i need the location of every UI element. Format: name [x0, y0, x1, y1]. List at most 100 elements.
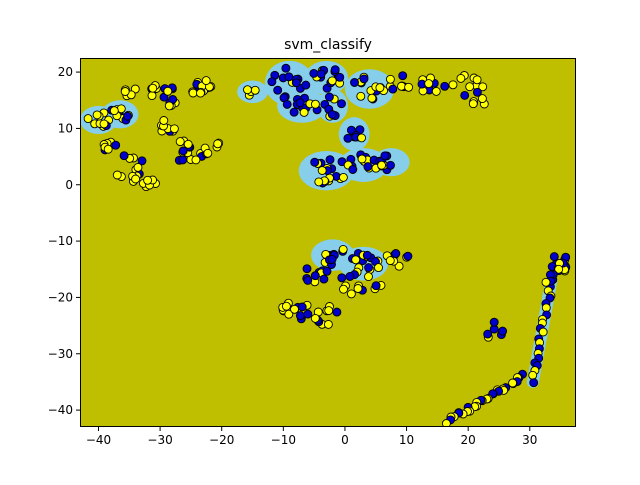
- data-point-class-b: [472, 75, 482, 85]
- data-point-class-b: [196, 88, 205, 98]
- data-point-class-b: [351, 255, 361, 265]
- data-point-class-b: [478, 82, 488, 92]
- data-point-class-b: [364, 272, 373, 282]
- data-point-class-b: [281, 301, 291, 311]
- data-point-class-a: [388, 84, 398, 94]
- data-point-class-b: [188, 88, 198, 98]
- data-point-class-b: [131, 174, 141, 184]
- data-point-class-b: [109, 106, 119, 116]
- data-point-class-a: [348, 165, 358, 174]
- data-point-class-b: [554, 264, 564, 274]
- data-point-class-b: [327, 76, 337, 86]
- data-point-class-a: [460, 90, 470, 100]
- data-point-class-a: [371, 281, 381, 291]
- data-point-class-a: [549, 252, 559, 262]
- data-point-class-b: [385, 256, 395, 266]
- data-point-class-b: [338, 244, 348, 254]
- data-point-class-a: [335, 72, 345, 82]
- data-point-class-a: [350, 78, 359, 87]
- data-point-class-b: [538, 327, 548, 337]
- data-point-class-b: [169, 124, 179, 134]
- data-point-class-a: [267, 77, 277, 87]
- data-point-class-b: [324, 306, 334, 316]
- data-point-class-a: [111, 140, 121, 150]
- data-point-class-b: [356, 91, 366, 101]
- data-point-class-a: [123, 111, 133, 121]
- data-point-class-b: [310, 313, 320, 323]
- data-point-class-b: [310, 99, 320, 109]
- data-point-class-a: [380, 151, 390, 161]
- data-point-class-b: [357, 133, 367, 143]
- data-point-class-a: [303, 309, 313, 319]
- data-point-class-b: [404, 82, 414, 92]
- data-point-class-b: [374, 263, 383, 273]
- data-point-class-a: [291, 78, 301, 88]
- y-tick-label: 10: [58, 121, 73, 135]
- data-point-class-b: [92, 110, 102, 120]
- y-tick-label: −40: [48, 403, 73, 417]
- data-point-class-a: [297, 302, 307, 312]
- data-point-class-b: [448, 80, 458, 90]
- data-point-class-a: [327, 254, 337, 264]
- data-point-class-b: [213, 139, 223, 149]
- data-point-class-a: [310, 271, 320, 281]
- data-point-class-b: [377, 160, 387, 170]
- data-point-class-a: [489, 317, 499, 327]
- chart-title: svm_classify: [284, 37, 372, 53]
- data-point-class-b: [133, 162, 143, 172]
- y-tick-label: −20: [48, 290, 73, 304]
- data-points: [83, 63, 571, 427]
- data-point-class-b: [159, 116, 169, 125]
- data-point-class-a: [325, 155, 335, 165]
- data-point-class-b: [353, 284, 363, 293]
- data-point-class-a: [343, 133, 353, 143]
- data-point-class-b: [163, 86, 173, 96]
- data-point-class-b: [338, 172, 348, 182]
- data-point-class-b: [83, 114, 93, 124]
- data-point-class-a: [309, 68, 319, 78]
- data-point-class-b: [385, 74, 395, 84]
- data-point-class-a: [472, 87, 482, 97]
- data-point-class-b: [441, 419, 451, 427]
- x-tick-label: 20: [461, 433, 476, 447]
- data-point-class-a: [178, 155, 188, 165]
- x-tick-label: 10: [399, 433, 414, 447]
- data-point-class-a: [332, 307, 342, 317]
- data-point-class-a: [403, 251, 413, 261]
- data-point-class-a: [364, 263, 374, 273]
- data-point-class-a: [337, 99, 346, 109]
- data-point-class-a: [303, 275, 313, 285]
- data-point-class-b: [323, 319, 333, 329]
- data-point-class-b: [112, 170, 122, 180]
- data-point-class-a: [391, 249, 401, 258]
- data-point-class-a: [330, 65, 340, 75]
- data-point-class-a: [324, 92, 334, 102]
- data-point-class-a: [363, 162, 373, 172]
- data-point-class-a: [440, 81, 450, 91]
- data-point-class-b: [290, 304, 299, 314]
- data-point-class-b: [375, 83, 385, 93]
- data-point-class-b: [243, 85, 252, 95]
- data-point-class-b: [465, 82, 475, 92]
- data-point-class-a: [337, 273, 347, 283]
- y-tick-label: −30: [48, 347, 73, 361]
- data-point-class-b: [203, 148, 213, 158]
- data-point-class-a: [362, 250, 372, 260]
- x-tick-label: 0: [341, 433, 349, 447]
- y-tick-label: 0: [65, 178, 73, 192]
- data-point-class-a: [178, 146, 188, 156]
- data-point-class-b: [148, 83, 158, 93]
- data-point-class-a: [119, 151, 129, 161]
- data-point-class-a: [137, 156, 147, 166]
- data-point-class-a: [310, 157, 320, 167]
- data-point-class-b: [394, 261, 404, 271]
- data-point-class-b: [477, 94, 487, 104]
- data-point-class-b: [103, 144, 113, 154]
- data-point-class-b: [191, 155, 201, 165]
- data-point-class-b: [175, 137, 185, 147]
- x-tick-label: −20: [209, 433, 234, 447]
- data-point-class-a: [281, 63, 291, 73]
- data-point-class-b: [528, 370, 538, 380]
- data-point-class-b: [424, 79, 434, 89]
- boundary-patch: [317, 88, 349, 123]
